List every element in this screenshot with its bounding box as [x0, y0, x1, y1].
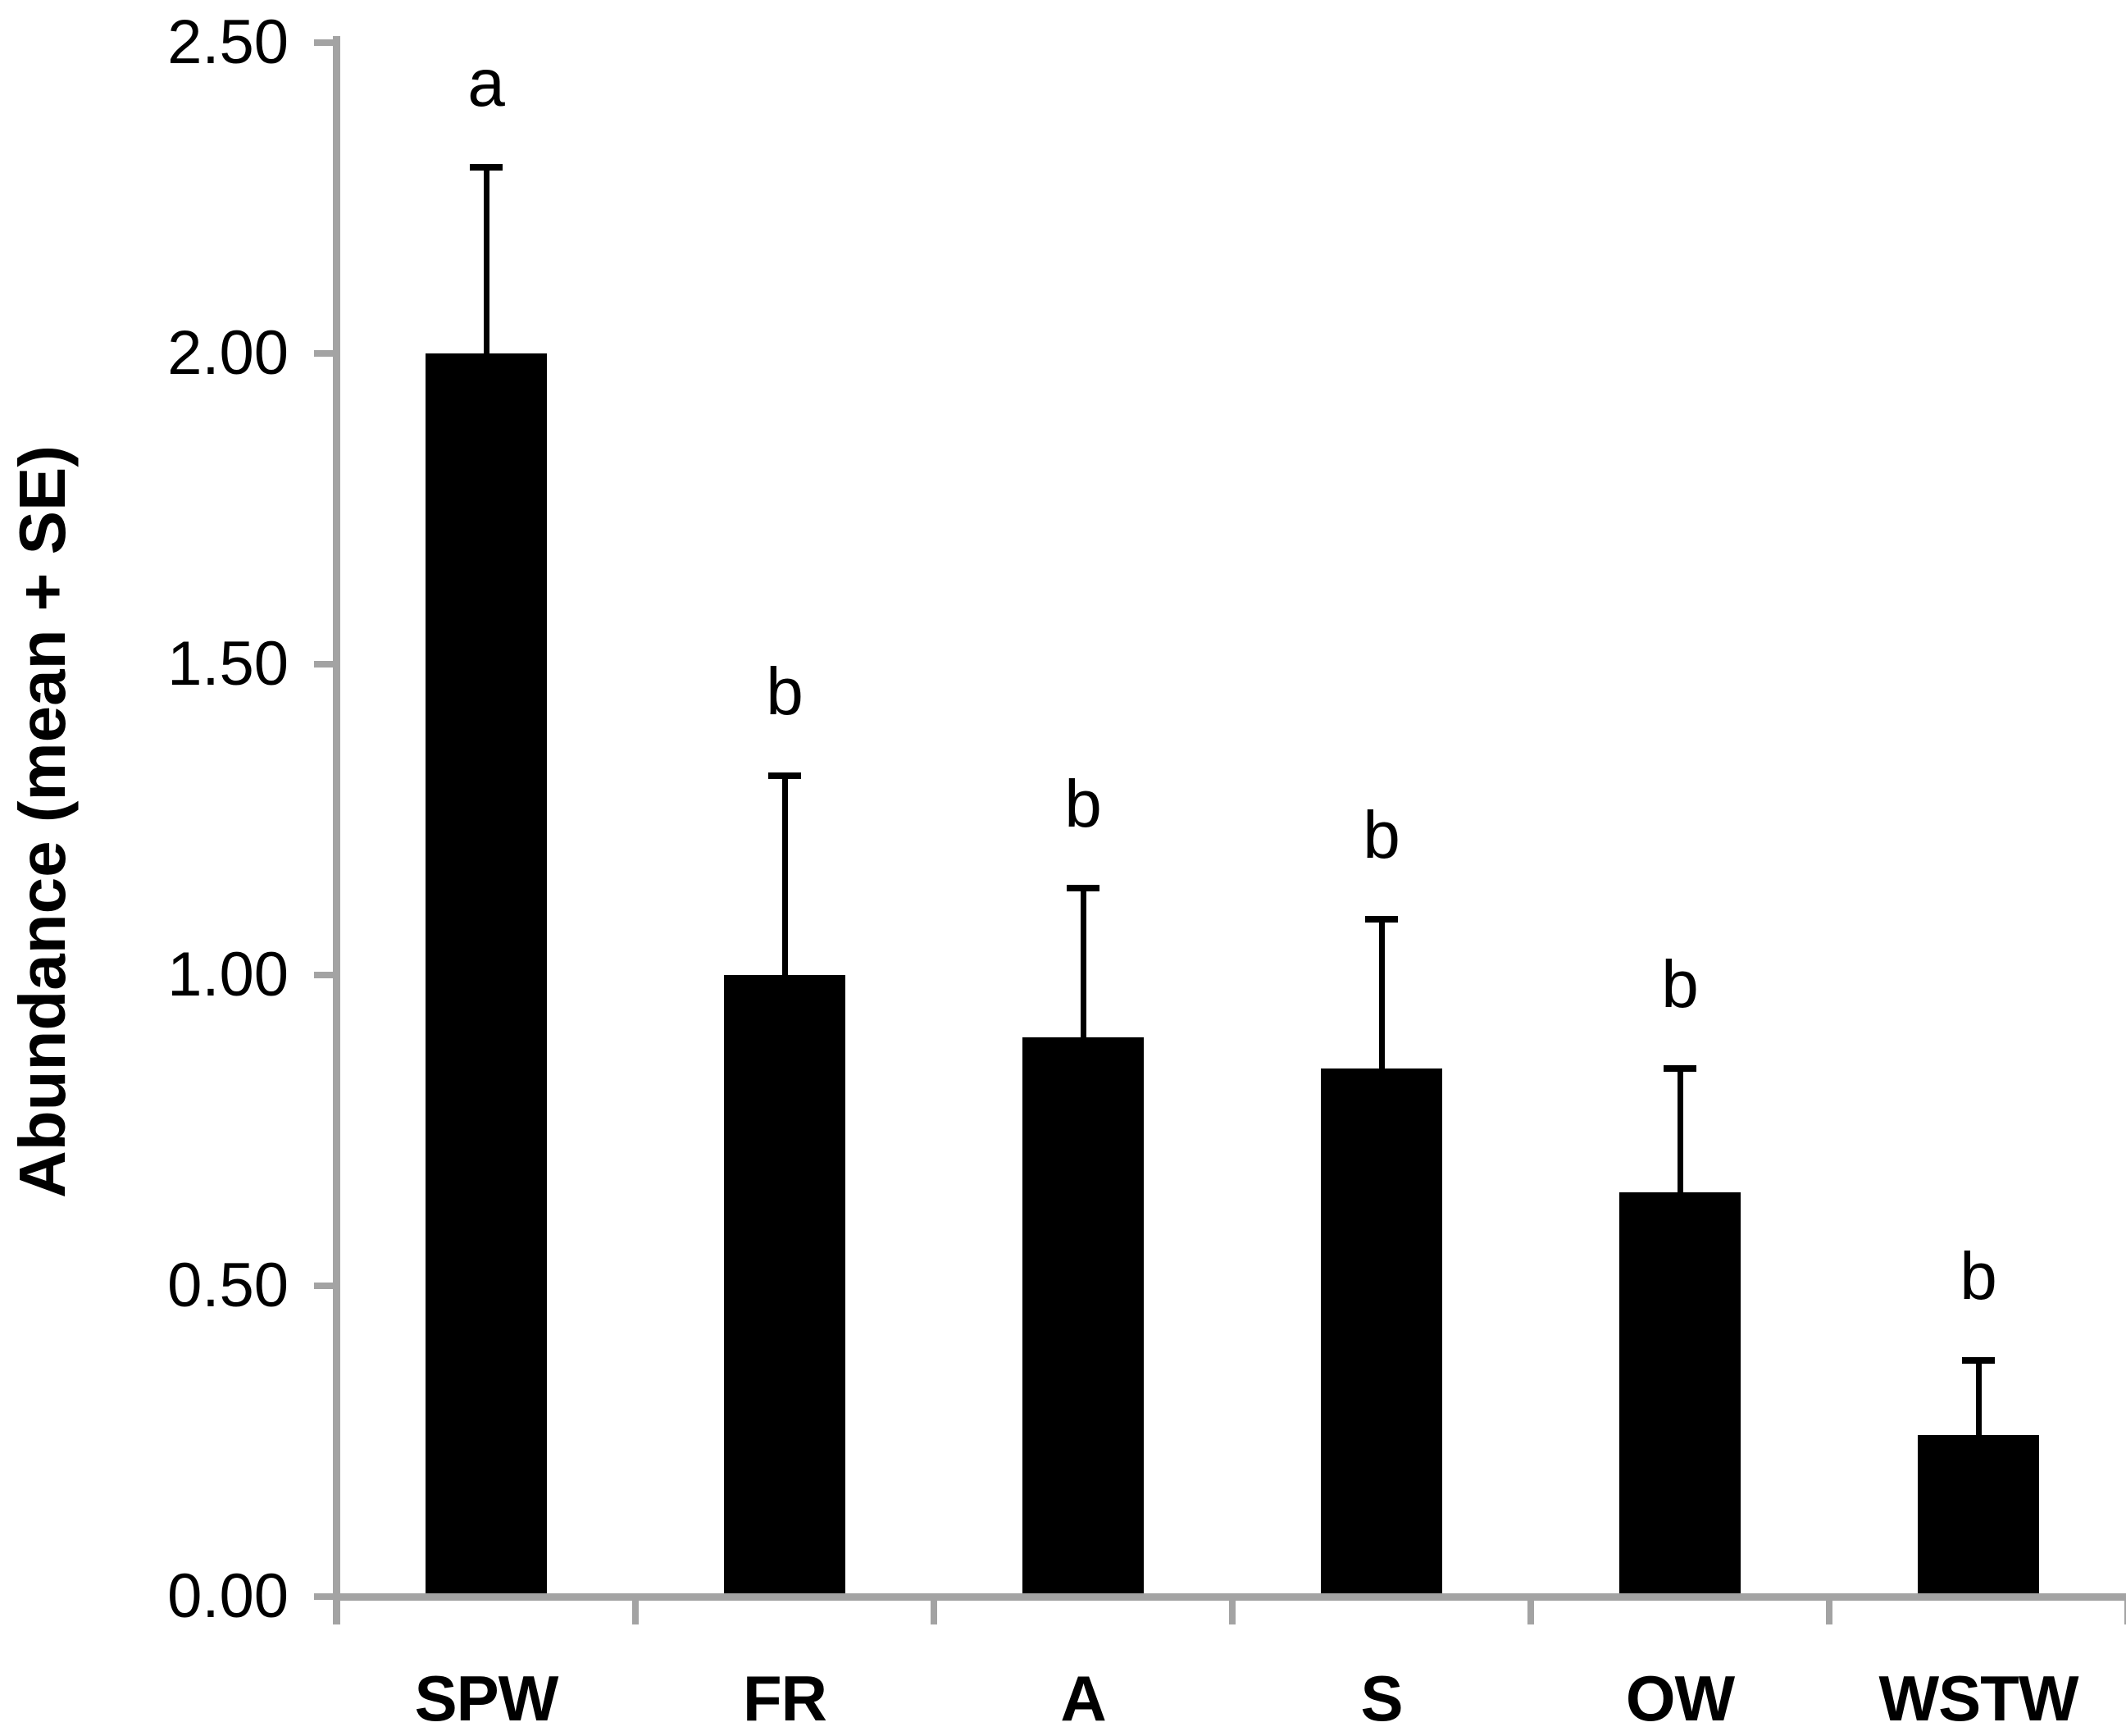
bar	[724, 975, 845, 1597]
x-axis-category-label: S	[1360, 1662, 1403, 1734]
x-tick-mark	[1826, 1597, 1832, 1624]
y-tick-label: 1.50	[167, 629, 289, 699]
y-tick-mark	[314, 1593, 337, 1600]
error-bar-line	[1677, 1068, 1683, 1193]
bar	[1619, 1192, 1741, 1597]
bar	[1918, 1434, 2039, 1597]
x-axis-category-label: OW	[1625, 1662, 1735, 1734]
y-tick-mark	[314, 350, 337, 357]
significance-letter: b	[1064, 766, 1102, 841]
error-bar-cap	[1067, 884, 1099, 891]
significance-letter: a	[467, 45, 505, 121]
bar	[1321, 1068, 1442, 1597]
significance-letter: b	[766, 654, 804, 730]
error-bar-cap	[1365, 915, 1398, 923]
x-axis-category-label: SPW	[414, 1662, 559, 1734]
error-bar-line	[1080, 887, 1086, 1037]
bar	[426, 353, 547, 1597]
x-axis-line	[333, 1593, 2126, 1601]
significance-letter: b	[1363, 797, 1400, 873]
x-tick-mark	[632, 1597, 639, 1624]
error-bar-cap	[1962, 1356, 1995, 1364]
error-bar-cap	[470, 163, 503, 171]
y-tick-mark	[314, 661, 337, 668]
x-tick-mark	[2124, 1597, 2126, 1624]
error-bar-line	[1975, 1360, 1982, 1435]
y-tick-label: 0.50	[167, 1251, 289, 1320]
x-axis-category-label: FR	[743, 1662, 827, 1734]
y-tick-label: 1.00	[167, 940, 289, 1009]
error-bar-line	[483, 166, 489, 353]
error-bar-cap	[768, 772, 801, 780]
y-tick-label: 2.50	[167, 7, 289, 77]
error-bar-cap	[1664, 1064, 1696, 1072]
y-tick-label: 0.00	[167, 1561, 289, 1631]
x-tick-mark	[1527, 1597, 1534, 1624]
y-axis-line	[333, 36, 340, 1624]
x-tick-mark	[1229, 1597, 1236, 1624]
error-bar-line	[781, 776, 788, 975]
y-tick-mark	[314, 972, 337, 978]
x-axis-category-label: WSTW	[1878, 1662, 2079, 1734]
significance-letter: b	[1661, 946, 1699, 1022]
x-tick-mark	[931, 1597, 937, 1624]
y-tick-label: 2.00	[167, 318, 289, 388]
significance-letter: b	[1960, 1238, 1997, 1314]
error-bar-line	[1378, 918, 1385, 1068]
x-axis-category-label: A	[1060, 1662, 1106, 1734]
bar	[1022, 1037, 1144, 1597]
y-axis-title: Abundance (mean + SE)	[6, 445, 79, 1198]
y-tick-mark	[314, 39, 337, 46]
y-tick-mark	[314, 1283, 337, 1289]
